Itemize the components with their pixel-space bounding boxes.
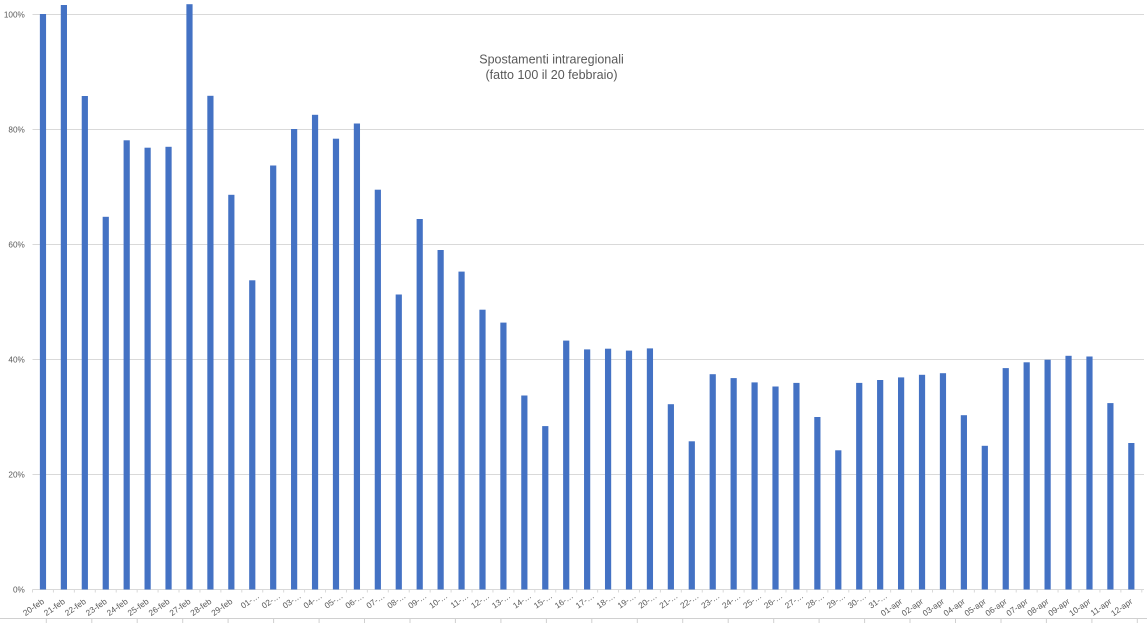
svg-text:40%: 40% [8, 355, 24, 364]
svg-text:12-apr: 12-apr [1109, 596, 1135, 618]
svg-text:11-…: 11-… [448, 591, 470, 610]
svg-text:09-…: 09-… [406, 591, 428, 611]
svg-text:19-…: 19-… [615, 591, 637, 611]
svg-text:16-…: 16-… [553, 591, 575, 611]
svg-text:20-…: 20-… [636, 591, 658, 611]
svg-text:03-apr: 03-apr [921, 596, 947, 618]
svg-text:23-…: 23-… [699, 591, 721, 611]
svg-text:24-…: 24-… [720, 591, 742, 611]
svg-text:12-…: 12-… [469, 591, 491, 611]
svg-text:02-…: 02-… [260, 591, 282, 611]
svg-text:20%: 20% [8, 470, 24, 479]
svg-text:05-apr: 05-apr [962, 596, 988, 618]
svg-text:30-…: 30-… [846, 591, 868, 611]
svg-text:03-…: 03-… [281, 591, 303, 611]
svg-text:18-…: 18-… [594, 591, 616, 611]
svg-text:05-…: 05-… [322, 591, 344, 611]
svg-text:08-apr: 08-apr [1025, 596, 1051, 618]
svg-text:27-feb: 27-feb [167, 596, 192, 618]
svg-text:11-apr: 11-apr [1088, 596, 1113, 618]
svg-text:0%: 0% [13, 585, 25, 594]
svg-text:10-…: 10-… [427, 591, 449, 611]
svg-text:07-apr: 07-apr [1004, 596, 1030, 618]
svg-text:08-…: 08-… [385, 591, 407, 611]
svg-text:13-…: 13-… [490, 591, 512, 611]
svg-text:Spostamenti intraregionali: Spostamenti intraregionali [479, 53, 624, 67]
svg-text:25-feb: 25-feb [126, 596, 151, 618]
svg-text:60%: 60% [8, 240, 24, 249]
svg-text:(fatto 100 il 20 febbraio): (fatto 100 il 20 febbraio) [485, 68, 617, 82]
svg-text:26-feb: 26-feb [146, 596, 171, 618]
svg-text:24-feb: 24-feb [105, 596, 130, 618]
svg-text:25-…: 25-… [741, 591, 763, 611]
svg-text:22-feb: 22-feb [63, 596, 88, 618]
svg-text:06-apr: 06-apr [983, 596, 1009, 618]
svg-text:20-feb: 20-feb [21, 596, 46, 618]
svg-text:29-…: 29-… [825, 591, 847, 611]
svg-text:28-…: 28-… [804, 591, 826, 611]
svg-text:21-feb: 21-feb [42, 596, 67, 618]
svg-text:21-…: 21-… [657, 591, 679, 611]
svg-text:27-…: 27-… [783, 591, 805, 611]
svg-text:06-…: 06-… [343, 591, 365, 611]
svg-text:23-feb: 23-feb [84, 596, 109, 618]
svg-text:02-apr: 02-apr [900, 596, 926, 618]
svg-text:10-apr: 10-apr [1067, 596, 1093, 618]
svg-text:26-…: 26-… [762, 591, 784, 611]
svg-text:29-feb: 29-feb [209, 596, 234, 618]
svg-text:14-…: 14-… [511, 591, 533, 611]
svg-text:04-apr: 04-apr [941, 596, 967, 618]
svg-text:80%: 80% [8, 125, 24, 134]
svg-text:22-…: 22-… [678, 591, 700, 611]
svg-text:09-apr: 09-apr [1046, 596, 1072, 618]
svg-text:07-…: 07-… [364, 591, 386, 611]
svg-text:17-…: 17-… [574, 591, 596, 611]
svg-text:01-…: 01-… [239, 591, 261, 611]
svg-text:04-…: 04-… [301, 591, 323, 611]
svg-text:15-…: 15-… [532, 591, 554, 611]
svg-text:100%: 100% [4, 10, 25, 19]
svg-text:28-feb: 28-feb [188, 596, 213, 618]
